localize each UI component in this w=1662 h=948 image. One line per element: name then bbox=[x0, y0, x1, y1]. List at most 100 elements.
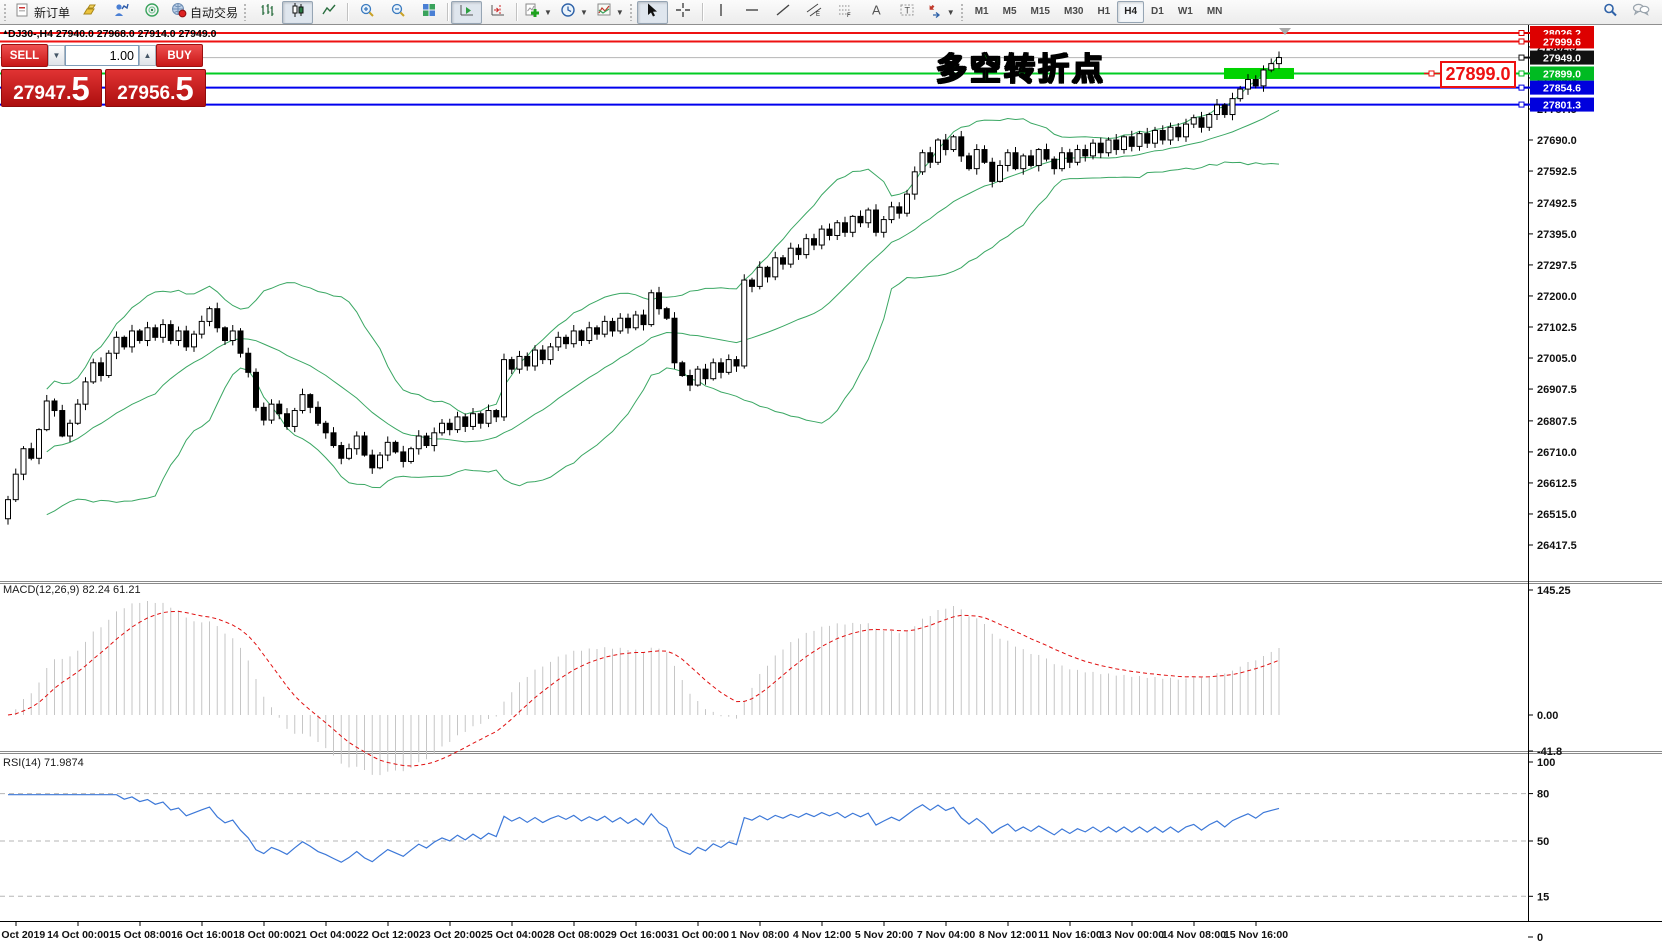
svg-text:5 Nov 20:00: 5 Nov 20:00 bbox=[855, 929, 914, 941]
svg-text:-41.8: -41.8 bbox=[1537, 746, 1562, 758]
rsi-indicator-label: RSI(14) 71.9874 bbox=[3, 757, 84, 769]
svg-text:26807.5: 26807.5 bbox=[1537, 416, 1577, 428]
tile-windows-button[interactable] bbox=[413, 1, 444, 24]
price-badge bbox=[1530, 97, 1594, 112]
group-grip[interactable] bbox=[959, 3, 965, 21]
svg-text:21 Oct 04:00: 21 Oct 04:00 bbox=[295, 929, 357, 941]
cursor-button[interactable] bbox=[636, 0, 668, 24]
timeframe-H4[interactable]: H4 bbox=[1117, 1, 1145, 23]
horizontal-line-button[interactable] bbox=[737, 1, 768, 24]
buy-price-dec: 5 bbox=[175, 70, 194, 107]
timeframe-W1[interactable]: W1 bbox=[1177, 6, 1193, 17]
arrows-button[interactable]: ▼ bbox=[923, 1, 959, 24]
volume-increase-button[interactable]: ▲ bbox=[139, 45, 156, 66]
price-axis[interactable]: 27982.527885.027787.527690.027592.527492… bbox=[1518, 26, 1594, 944]
svg-text:26515.0: 26515.0 bbox=[1537, 509, 1577, 521]
zoom-in-button[interactable] bbox=[351, 1, 382, 24]
chart-shift-icon bbox=[490, 2, 506, 23]
symbols-button[interactable] bbox=[74, 1, 105, 24]
timeframe-MN[interactable]: MN bbox=[1206, 6, 1223, 17]
navigator-button[interactable] bbox=[136, 1, 167, 24]
timeframe-M1[interactable]: M1 bbox=[974, 6, 989, 17]
vertical-line-button[interactable] bbox=[706, 1, 737, 24]
bollinger-lower bbox=[46, 161, 1280, 516]
toolbar-grip[interactable] bbox=[3, 3, 8, 21]
timeframe-M5[interactable]: M5 bbox=[1002, 6, 1017, 17]
timeframe-D1[interactable]: D1 bbox=[1151, 6, 1164, 17]
svg-text:8 Nov 12:00: 8 Nov 12:00 bbox=[979, 929, 1038, 941]
highlight-zone[interactable] bbox=[1224, 67, 1294, 79]
new-chart-button[interactable]: ▼ bbox=[520, 1, 556, 24]
svg-text:16 Oct 16:00: 16 Oct 16:00 bbox=[171, 929, 233, 941]
period-icon bbox=[560, 2, 576, 23]
period-button[interactable]: ▼ bbox=[556, 1, 592, 24]
group-grip[interactable] bbox=[243, 3, 249, 21]
svg-text:1 Nov 08:00: 1 Nov 08:00 bbox=[731, 929, 790, 941]
chart-canvas[interactable]: 27982.527885.027787.527690.027592.527492… bbox=[0, 25, 1662, 948]
indicators-button[interactable]: ▼ bbox=[592, 1, 628, 24]
chart-shift-button[interactable] bbox=[482, 1, 513, 24]
new-order-label: 新订单 bbox=[34, 5, 71, 20]
search-button[interactable] bbox=[1594, 1, 1625, 24]
sell-price-button[interactable]: 27947. 5 bbox=[1, 69, 102, 107]
zoom-in-icon bbox=[359, 2, 375, 23]
fibonacci-button[interactable]: F bbox=[830, 1, 861, 24]
panel-collapse-icon[interactable]: ▲ bbox=[2, 29, 9, 36]
buy-button[interactable]: BUY bbox=[156, 44, 203, 67]
svg-text:15 Oct 08:00: 15 Oct 08:00 bbox=[109, 929, 171, 941]
timeframe-H1[interactable]: H1 bbox=[1097, 6, 1111, 17]
price-badge bbox=[1530, 80, 1594, 95]
sell-price-int: 27947 bbox=[13, 83, 67, 104]
text-label-icon: T bbox=[899, 2, 915, 23]
chevron-down-icon: ▼ bbox=[579, 7, 588, 17]
timeframe-M15[interactable]: M15 bbox=[1030, 6, 1050, 17]
chevron-down-icon: ▼ bbox=[544, 7, 552, 17]
new-order-icon bbox=[15, 2, 31, 23]
svg-text:27899.0: 27899.0 bbox=[1543, 68, 1581, 80]
trendline-button[interactable] bbox=[768, 1, 799, 24]
bar-chart-icon bbox=[259, 2, 275, 23]
text-button[interactable]: A bbox=[861, 1, 892, 24]
buy-price-button[interactable]: 27956. 5 bbox=[105, 69, 206, 107]
toolbar: 新订单 自动交易 bbox=[0, 0, 1662, 25]
candles bbox=[5, 51, 1282, 525]
new-order-button[interactable]: 新订单 bbox=[11, 1, 74, 24]
channel-button[interactable]: E bbox=[799, 1, 830, 24]
volume-input[interactable] bbox=[65, 45, 139, 66]
market-watch-button[interactable] bbox=[105, 1, 136, 24]
chart-annotation-text[interactable]: 多空转折点 bbox=[935, 51, 1106, 87]
volume-decrease-button[interactable]: ▼ bbox=[48, 45, 65, 66]
bar-chart-button[interactable] bbox=[251, 1, 282, 24]
svg-text:28 Oct 08:00: 28 Oct 08:00 bbox=[543, 929, 605, 941]
svg-text:25 Oct 04:00: 25 Oct 04:00 bbox=[481, 929, 543, 941]
autotrading-icon bbox=[171, 2, 187, 23]
price-badge bbox=[1530, 50, 1594, 65]
chart-shift-marker[interactable] bbox=[1279, 28, 1291, 35]
buy-label: BUY bbox=[167, 49, 192, 62]
timeframe-M30[interactable]: M30 bbox=[1063, 6, 1084, 17]
svg-text:T: T bbox=[905, 5, 911, 15]
text-label-button[interactable]: T bbox=[892, 1, 923, 24]
svg-text:23 Oct 20:00: 23 Oct 20:00 bbox=[419, 929, 481, 941]
sell-button[interactable]: SELL bbox=[1, 44, 48, 67]
svg-text:100: 100 bbox=[1537, 757, 1555, 769]
market-watch-icon bbox=[113, 2, 129, 23]
chat-button[interactable] bbox=[1625, 1, 1656, 24]
svg-text:E: E bbox=[816, 12, 820, 18]
svg-text:13 Nov 00:00: 13 Nov 00:00 bbox=[1100, 929, 1164, 941]
price-level-flag[interactable]: 27899.0 bbox=[1440, 61, 1516, 88]
autotrading-button[interactable]: 自动交易 bbox=[167, 1, 242, 24]
line-chart-button[interactable] bbox=[313, 1, 344, 24]
arrows-icon bbox=[927, 2, 943, 23]
crosshair-button[interactable] bbox=[668, 1, 699, 24]
search-icon bbox=[1602, 2, 1618, 23]
group-grip[interactable] bbox=[628, 3, 634, 21]
cursor-icon bbox=[644, 2, 660, 23]
candlestick-button[interactable] bbox=[282, 0, 314, 24]
tile-windows-icon bbox=[421, 2, 437, 23]
zoom-out-button[interactable] bbox=[382, 1, 413, 24]
autoscroll-button[interactable] bbox=[451, 0, 483, 24]
bollinger-middle bbox=[46, 109, 1280, 453]
svg-text:27395.0: 27395.0 bbox=[1537, 229, 1577, 241]
